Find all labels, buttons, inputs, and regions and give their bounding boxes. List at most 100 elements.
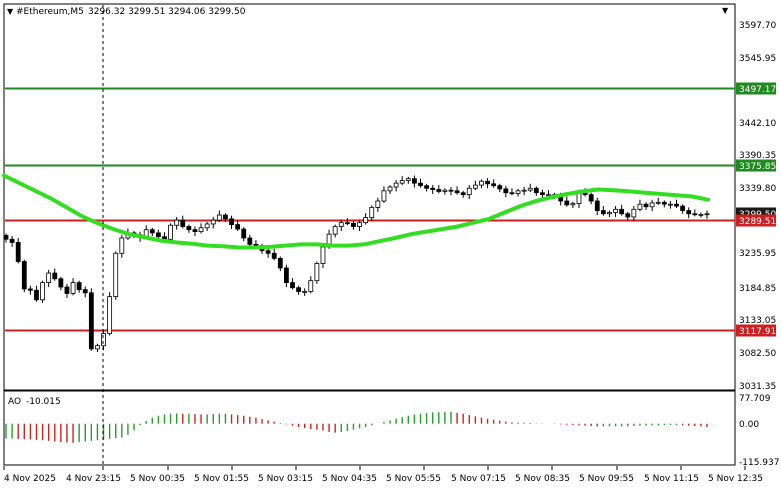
- candle: [9, 236, 15, 247]
- candle: [515, 188, 521, 197]
- candle-body-up: [649, 202, 655, 208]
- candle: [698, 212, 704, 218]
- candle: [3, 233, 9, 243]
- candle: [82, 286, 88, 298]
- candle-body-up: [174, 219, 180, 226]
- candle-body-down: [155, 232, 161, 238]
- candle-body-down: [436, 189, 442, 192]
- candle-body-down: [149, 229, 155, 234]
- candle: [399, 176, 405, 186]
- price-tick: 3545.95: [739, 54, 776, 64]
- candle: [424, 183, 430, 192]
- candle: [460, 190, 466, 198]
- candle-body-up: [198, 227, 204, 233]
- candle: [302, 288, 308, 296]
- level-3375-tag-label: 3375.85: [739, 162, 776, 172]
- candle: [527, 183, 533, 193]
- candle-body-down: [247, 237, 253, 245]
- candle: [216, 210, 222, 223]
- candle: [418, 178, 423, 188]
- candle-body-down: [412, 178, 417, 184]
- candle: [101, 330, 106, 351]
- candle-body-down: [686, 210, 692, 215]
- price-tick: 3184.85: [739, 284, 776, 294]
- level-3497-tag: [736, 82, 776, 95]
- candle-body-down: [460, 192, 466, 196]
- candle: [588, 192, 594, 205]
- candle: [15, 237, 21, 264]
- candle: [52, 268, 58, 281]
- level-3497-tag-label: 3497.17: [739, 85, 776, 95]
- ao-value: -10.015: [26, 397, 61, 407]
- candle-body-down: [674, 203, 679, 207]
- candle-body-down: [82, 289, 88, 294]
- price-tick: 3597.70: [739, 21, 776, 31]
- candle: [95, 343, 100, 353]
- candle-body-down: [52, 272, 58, 280]
- price-tick: 3133.05: [739, 316, 776, 326]
- candle-body-down: [283, 267, 289, 283]
- candle-body-up: [40, 282, 45, 301]
- candle: [680, 204, 686, 214]
- candle: [625, 211, 631, 221]
- price-tick: 3031.35: [739, 382, 776, 392]
- candle-body-down: [503, 188, 509, 194]
- candle-body-up: [375, 200, 381, 208]
- candle-body-up: [466, 187, 472, 196]
- candle: [564, 196, 570, 207]
- candle: [692, 209, 698, 217]
- candle: [180, 215, 186, 229]
- candle-body-down: [344, 222, 350, 225]
- candle-body-up: [546, 194, 551, 197]
- candle-body-up: [698, 213, 704, 216]
- candle-body-up: [363, 217, 369, 224]
- time-label: 5 Nov 01:55: [194, 474, 249, 484]
- candle-body-up: [216, 214, 222, 221]
- candle: [320, 243, 326, 268]
- candle-body-up: [204, 223, 210, 229]
- candle-body-down: [491, 183, 497, 187]
- candle-body-up: [119, 237, 125, 254]
- candle: [168, 223, 173, 243]
- candle-body-down: [9, 238, 15, 243]
- candle-body-up: [46, 272, 52, 283]
- ao-tick: 77.709: [739, 394, 771, 404]
- candle: [174, 216, 180, 230]
- candles-layer: [3, 175, 710, 353]
- candle: [40, 280, 45, 303]
- time-label: 5 Nov 04:35: [322, 474, 377, 484]
- time-label: 5 Nov 09:55: [579, 474, 634, 484]
- candle: [375, 197, 381, 212]
- candle: [265, 247, 271, 258]
- candle: [485, 178, 490, 189]
- candle-body-up: [70, 282, 76, 294]
- time-axis: 4 Nov 2025 4 Nov 23:15 5 Nov 00:35 5 Nov…: [3, 466, 763, 484]
- candle: [405, 176, 411, 184]
- candle-body-down: [448, 189, 454, 192]
- candle: [308, 276, 314, 294]
- candle-body-down: [76, 282, 82, 291]
- candle-body-down: [454, 190, 460, 194]
- candle-body-up: [314, 263, 320, 282]
- candle-body-up: [704, 213, 710, 216]
- candle-body-down: [3, 235, 9, 240]
- candle-body-up: [655, 201, 661, 204]
- candle-body-down: [594, 200, 600, 211]
- candle: [631, 206, 637, 222]
- time-label: 5 Nov 08:35: [515, 474, 570, 484]
- ohlc-values: 3296.32 3299.51 3294.06 3299.50: [88, 7, 246, 17]
- time-label: 5 Nov 00:35: [130, 474, 185, 484]
- candle-body-up: [387, 186, 393, 192]
- ao-tick: 0.00: [739, 420, 759, 430]
- time-label: 5 Nov 12:35: [708, 474, 763, 484]
- candle-body-down: [223, 214, 228, 220]
- candle: [223, 213, 228, 223]
- moving-average-line: [2, 173, 710, 250]
- window-menu-icon[interactable]: ▼: [7, 7, 14, 16]
- scroll-indicator-icon[interactable]: ▼: [722, 6, 729, 15]
- candle: [412, 175, 417, 188]
- price-tick: 3390.35: [739, 151, 776, 161]
- candle-body-up: [107, 296, 113, 334]
- candle-body-up: [113, 252, 119, 298]
- candle: [436, 185, 442, 194]
